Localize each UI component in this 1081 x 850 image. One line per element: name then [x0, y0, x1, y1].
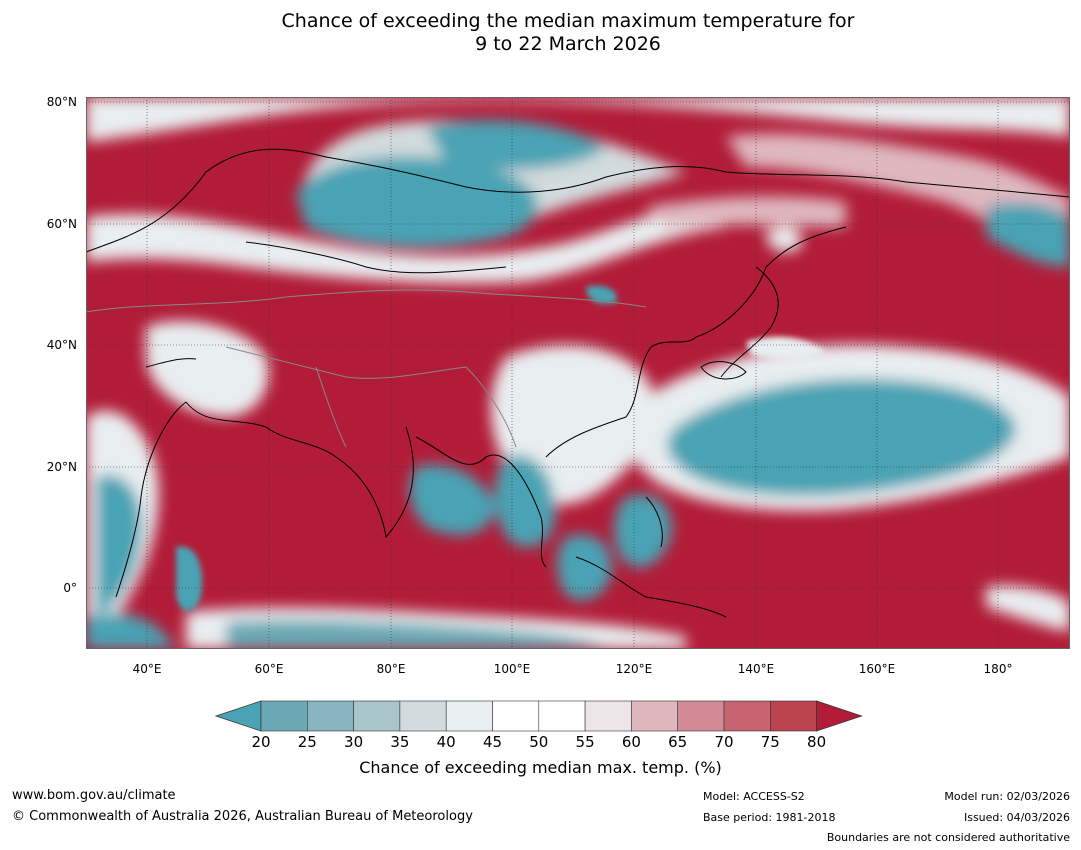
website-link[interactable]: www.bom.gov.au/climate — [12, 788, 176, 803]
lat-label-60n: 60°N — [46, 217, 77, 231]
colorbar-swatches — [215, 700, 863, 732]
disclaimer-text: Boundaries are not considered authoritat… — [826, 831, 1070, 844]
base-period-text: Base period: 1981-2018 — [703, 811, 836, 824]
probability-field — [86, 97, 1070, 649]
lon-label-40e: 40°E — [132, 662, 162, 676]
lon-label-80e: 80°E — [376, 662, 406, 676]
colorbar-swatch — [631, 700, 678, 732]
colorbar-label: Chance of exceeding median max. temp. (%… — [359, 758, 722, 777]
model-run-text: Model run: 02/03/2026 — [944, 790, 1070, 803]
lon-label-140e: 140°E — [737, 662, 775, 676]
colorbar-swatch — [307, 700, 354, 732]
colorbar-tick-label: 30 — [344, 733, 364, 751]
lat-label-20n: 20°N — [46, 460, 77, 474]
colorbar-tick-label: 25 — [297, 733, 317, 751]
lon-label-160e: 160°E — [858, 662, 896, 676]
colorbar-tick-label: 80 — [807, 733, 827, 751]
graticule — [86, 97, 1070, 649]
colorbar-swatch — [677, 700, 725, 732]
model-text: Model: ACCESS-S2 — [703, 790, 805, 803]
colorbar-swatch — [353, 700, 401, 732]
colorbar-tick-label: 75 — [760, 733, 780, 751]
lon-label-100e: 100°E — [493, 662, 531, 676]
map-title: Chance of exceeding the median maximum t… — [0, 10, 1081, 56]
colorbar-swatch — [584, 700, 632, 732]
colorbar-tick-label: 45 — [482, 733, 503, 751]
colorbar-swatch — [538, 700, 586, 732]
lon-label-120e: 120°E — [615, 662, 653, 676]
colorbar-tick-label: 70 — [714, 733, 734, 751]
colorbar — [215, 700, 867, 732]
map-canvas — [86, 97, 1070, 649]
colorbar-swatch — [399, 700, 447, 732]
country-borders — [86, 289, 647, 448]
colorbar-extend-low — [215, 700, 262, 732]
colorbar-tick-label: 20 — [251, 733, 271, 751]
colorbar-tick-label: 55 — [575, 733, 595, 751]
colorbar-extend-high — [816, 700, 863, 732]
copyright-text: © Commonwealth of Australia 2026, Austra… — [12, 809, 473, 824]
forecast-map — [86, 97, 1070, 649]
lat-label-80n: 80°N — [46, 95, 77, 109]
colorbar-tick-label: 35 — [390, 733, 410, 751]
title-line-1: Chance of exceeding the median maximum t… — [281, 10, 855, 32]
issued-text: Issued: 04/03/2026 — [963, 811, 1070, 824]
colorbar-tick-label: 40 — [436, 733, 456, 751]
contour-detail — [176, 285, 826, 612]
colorbar-swatch — [260, 700, 308, 732]
lat-label-0: 0° — [63, 581, 77, 595]
colorbar-tick-label: 60 — [621, 733, 641, 751]
lon-label-180: 180° — [983, 662, 1013, 676]
colorbar-tick-label: 50 — [529, 733, 549, 751]
title-line-2: 9 to 22 March 2026 — [475, 33, 661, 55]
lat-label-40n: 40°N — [46, 338, 77, 352]
coastlines — [86, 148, 1070, 618]
colorbar-swatch — [492, 700, 540, 732]
lon-label-60e: 60°E — [254, 662, 284, 676]
colorbar-swatch — [445, 700, 493, 732]
colorbar-swatch — [723, 700, 771, 732]
colorbar-swatch — [769, 700, 817, 732]
colorbar-tick-label: 65 — [668, 733, 688, 751]
